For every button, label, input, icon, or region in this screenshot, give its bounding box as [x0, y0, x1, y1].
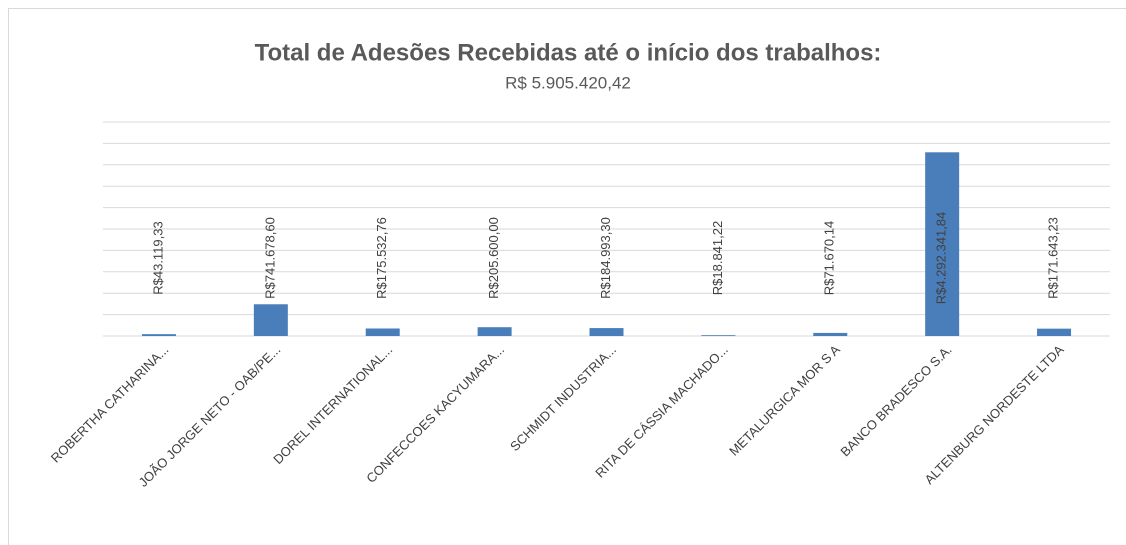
- chart-subtitle: R$ 5.905.420,42: [505, 73, 631, 92]
- bar: [1037, 328, 1072, 336]
- bar: [925, 152, 960, 336]
- bar: [701, 335, 736, 336]
- value-label: R$741.678,60: [262, 217, 277, 299]
- bar: [141, 334, 176, 336]
- chart-title: Total de Adesões Recebidas até o início …: [255, 39, 882, 66]
- value-label: R$71.670,14: [822, 221, 837, 295]
- value-label: R$4.292.341,84: [934, 212, 949, 305]
- value-label: R$43.119,33: [150, 221, 165, 295]
- value-label: R$175.532,76: [374, 217, 389, 299]
- bar: [589, 328, 624, 336]
- value-label: R$171.643,23: [1045, 217, 1060, 299]
- value-label: R$205.600,00: [486, 217, 501, 299]
- value-label: R$18.841,22: [710, 221, 725, 295]
- bar: [253, 304, 288, 336]
- bar: [813, 332, 848, 336]
- value-label: R$184.993,30: [598, 217, 613, 299]
- bar: [477, 327, 512, 336]
- bar: [365, 328, 400, 336]
